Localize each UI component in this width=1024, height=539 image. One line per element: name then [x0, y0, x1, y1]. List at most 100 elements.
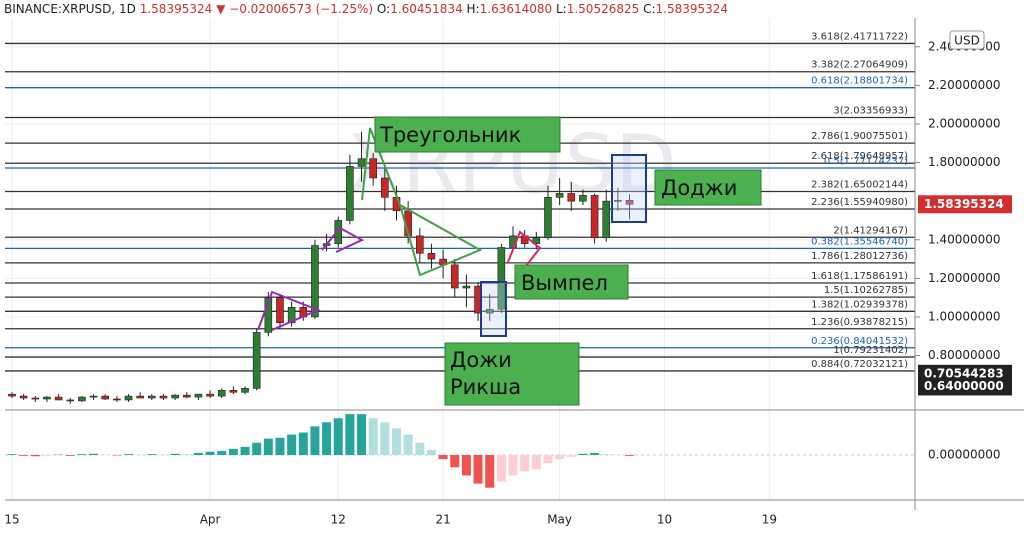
candle-body [357, 158, 366, 167]
price-label-box [918, 377, 1012, 396]
fib-label: 2.786(1.90075501) [811, 131, 908, 142]
pennant-2 [321, 226, 365, 253]
macd-bar [403, 434, 413, 455]
macd-bar [30, 455, 40, 457]
header: BINANCE:XRPUSD, 1D 1.58395324 ▼ −0.02006… [4, 2, 728, 16]
macd-bar [7, 454, 17, 455]
price-label: 0.64000000 [924, 379, 1004, 393]
macd-bar [578, 453, 588, 455]
macd-bar [147, 454, 157, 455]
candle-body [89, 395, 98, 398]
macd-bar [19, 455, 29, 456]
candle-body [346, 166, 354, 221]
candle-body [229, 390, 238, 393]
candle-body [136, 395, 144, 399]
candle-body [148, 395, 156, 399]
candle-body [590, 195, 599, 239]
candle-body [217, 390, 226, 397]
macd-bar [380, 422, 390, 455]
candle-body [287, 307, 296, 324]
candle-body [532, 237, 541, 244]
symbol: BINANCE:XRPUSD, 1D [4, 2, 136, 16]
annotation: Дожи [450, 348, 512, 372]
y-tick-label: 1.00000000 [928, 309, 1001, 323]
candle-body [381, 177, 389, 198]
x-tick-label: Apr [200, 513, 221, 527]
annotation: Рикша [450, 375, 521, 399]
y-tick-label: 2.20000000 [928, 78, 1001, 92]
x-tick-label: 12 [331, 513, 346, 527]
candle-body [497, 247, 506, 310]
macd-bar [322, 422, 332, 455]
x-tick-label: 10 [657, 513, 672, 527]
macd-bar [333, 418, 343, 455]
macd-bar [240, 446, 250, 455]
macd-bar [508, 455, 518, 476]
macd-tick-label: 0.00000000 [928, 448, 1001, 462]
annotation: Треугольник [379, 123, 521, 147]
patterns [257, 127, 647, 337]
macd-bar [555, 455, 565, 460]
h-value: 1.63614080 [480, 2, 553, 16]
macd-bar [461, 455, 471, 476]
macd-bar [357, 414, 367, 455]
candle-body [182, 394, 191, 398]
fib-label: 1.5(1.10262785) [824, 285, 908, 296]
annotation: Вымпел [521, 271, 608, 295]
price-label: 0.70544283 [924, 366, 1004, 380]
x-tick-label: 19 [762, 513, 777, 527]
fib-label: 0.618(2.18801734) [811, 76, 908, 87]
fib-label: 2(1.41294167) [833, 225, 908, 236]
change: −0.02006573 (−1.25%) [229, 2, 373, 16]
candle-body [8, 393, 16, 397]
candle-body [311, 245, 319, 318]
candle-body [54, 396, 63, 401]
arrow: ▼ [216, 2, 226, 16]
fib-label: 2.382(1.65002144) [811, 180, 908, 191]
candle-body [369, 158, 377, 179]
l-value: 1.50526825 [567, 2, 640, 16]
c-label: C: [643, 2, 655, 16]
fib-label: 1.382(1.02939378) [811, 299, 908, 310]
last: 1.58395324 [140, 2, 213, 16]
fib-label: 0.5(1.77174237) [824, 156, 908, 167]
macd-bar [485, 455, 495, 488]
macd-bar [263, 438, 273, 455]
y-tick-label: 0.80000000 [928, 348, 1001, 362]
h-label: H: [467, 2, 480, 16]
currency-box [949, 30, 985, 50]
macd-bar [368, 418, 378, 455]
candle-body [602, 200, 611, 239]
macd-bar [252, 442, 262, 455]
candle-body [625, 199, 634, 205]
price-label: 1.58395324 [924, 197, 1004, 211]
candle-body [416, 235, 424, 254]
macd-bar [89, 453, 99, 455]
macd-bar [450, 455, 460, 468]
candle-body [31, 397, 40, 400]
fib-label: 3.382(2.27064909) [811, 60, 908, 71]
candle-body [334, 220, 343, 244]
macd-bar [345, 414, 355, 455]
price-label-box [918, 195, 1012, 214]
candle-body [555, 193, 564, 198]
candle-body [544, 197, 552, 239]
fib-label: 3.618(2.41711722) [811, 31, 908, 42]
candle-body [206, 393, 214, 397]
fib-label: 3(2.03356933) [833, 105, 908, 116]
candle-body [124, 395, 133, 401]
macd-bar [310, 426, 320, 455]
annotation: Доджи [661, 176, 737, 200]
macd-bar [193, 452, 203, 455]
macd-bar [228, 448, 238, 455]
x-tick-label: 21 [435, 513, 450, 527]
macd-bar [601, 454, 611, 455]
candle-body [78, 396, 86, 402]
candle-body [264, 297, 273, 333]
y-tick-label: 2.00000000 [928, 116, 1001, 130]
candle-body [113, 398, 121, 401]
candle-body [276, 297, 284, 324]
candle-body [19, 395, 28, 399]
x-tick-label: May [547, 513, 572, 527]
